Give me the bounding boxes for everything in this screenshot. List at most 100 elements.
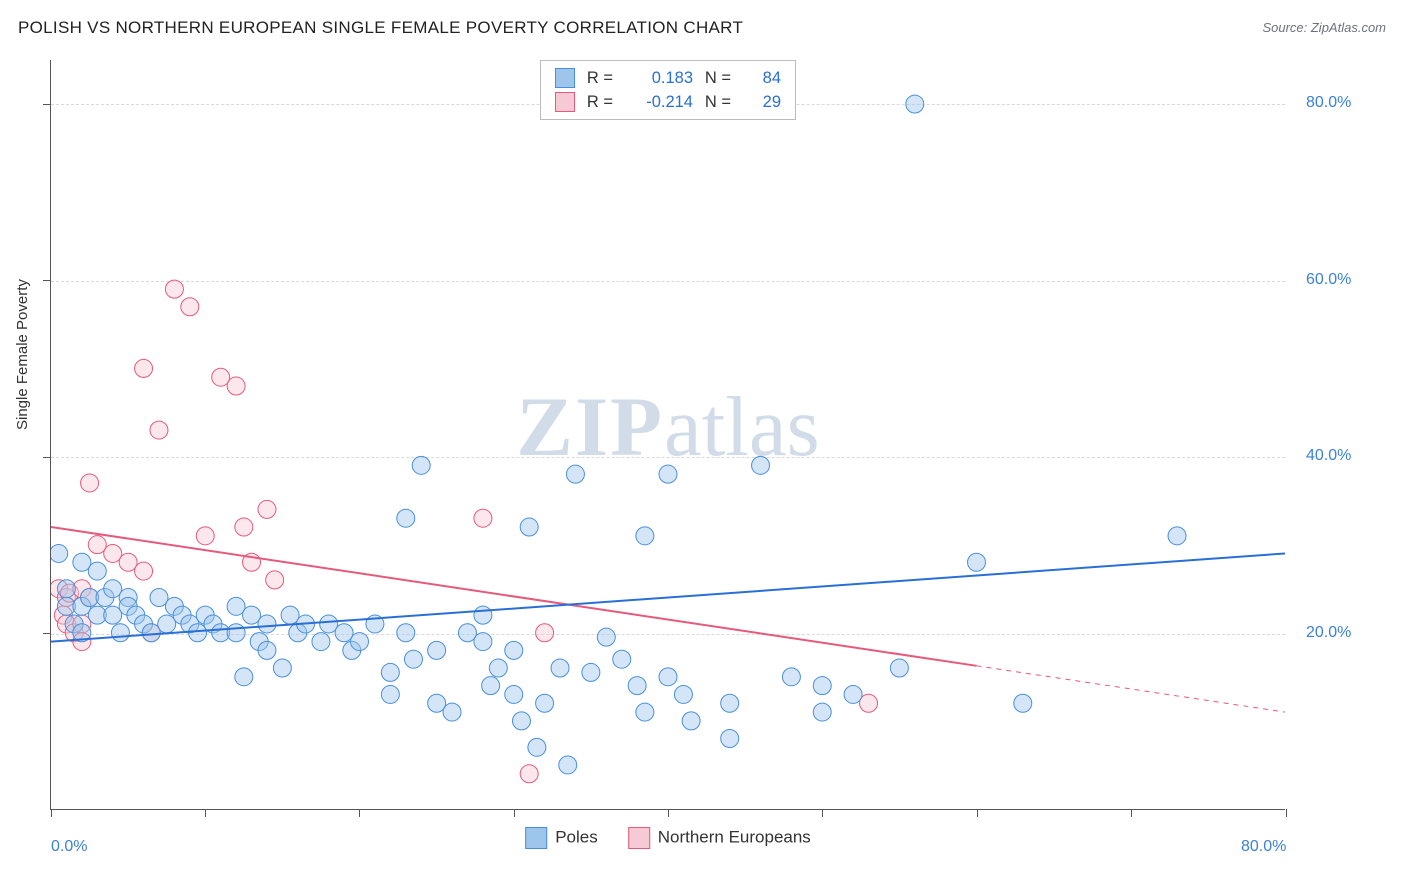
y-tick <box>43 457 51 458</box>
scatter-point-blue <box>258 615 276 633</box>
scatter-point-pink <box>258 500 276 518</box>
x-tick <box>359 809 360 817</box>
source-attribution: Source: ZipAtlas.com <box>1262 20 1386 35</box>
x-tick <box>1131 809 1132 817</box>
scatter-point-blue <box>613 650 631 668</box>
legend-label: Poles <box>555 827 598 846</box>
scatter-point-blue <box>482 677 500 695</box>
scatter-point-blue <box>351 633 369 651</box>
scatter-point-blue <box>636 527 654 545</box>
legend-n-value: 84 <box>741 69 781 88</box>
scatter-point-blue <box>428 641 446 659</box>
legend-n-value: 29 <box>741 93 781 112</box>
legend-swatch <box>555 68 575 88</box>
scatter-point-pink <box>266 571 284 589</box>
scatter-point-blue <box>566 465 584 483</box>
y-tick <box>43 104 51 105</box>
scatter-point-pink <box>135 562 153 580</box>
scatter-point-blue <box>474 633 492 651</box>
scatter-point-blue <box>659 668 677 686</box>
scatter-point-pink <box>181 298 199 316</box>
x-tick-label: 0.0% <box>51 838 87 856</box>
legend-r-label: R = <box>585 93 613 112</box>
scatter-point-blue <box>505 641 523 659</box>
x-tick <box>514 809 515 817</box>
legend-swatch <box>628 827 650 849</box>
scatter-point-blue <box>682 712 700 730</box>
legend-n-label: N = <box>703 69 731 88</box>
scatter-point-blue <box>520 518 538 536</box>
scatter-point-blue <box>559 756 577 774</box>
legend-swatch <box>525 827 547 849</box>
y-tick <box>43 633 51 634</box>
scatter-point-blue <box>474 606 492 624</box>
legend-n-label: N = <box>703 93 731 112</box>
scatter-point-blue <box>721 730 739 748</box>
x-tick <box>822 809 823 817</box>
scatter-point-blue <box>88 562 106 580</box>
y-tick-label: 60.0% <box>1306 271 1351 289</box>
scatter-point-pink <box>135 359 153 377</box>
scatter-point-pink <box>165 280 183 298</box>
scatter-point-blue <box>782 668 800 686</box>
legend-correlation: R = 0.183 N = 84 R = -0.214 N = 29 <box>540 60 796 120</box>
x-tick <box>205 809 206 817</box>
scatter-point-blue <box>752 456 770 474</box>
scatter-point-blue <box>636 703 654 721</box>
scatter-point-blue <box>312 633 330 651</box>
scatter-point-blue <box>906 95 924 113</box>
scatter-point-blue <box>528 738 546 756</box>
scatter-point-blue <box>1168 527 1186 545</box>
chart-svg <box>51 60 1285 809</box>
scatter-point-blue <box>674 685 692 703</box>
scatter-point-pink <box>227 377 245 395</box>
scatter-point-pink <box>81 474 99 492</box>
legend-series: Poles Northern Europeans <box>525 827 811 849</box>
scatter-point-blue <box>536 694 554 712</box>
scatter-point-blue <box>551 659 569 677</box>
scatter-point-blue <box>489 659 507 677</box>
scatter-point-blue <box>505 685 523 703</box>
scatter-point-blue <box>628 677 646 695</box>
scatter-point-blue <box>111 624 129 642</box>
x-tick-label: 80.0% <box>1241 838 1286 856</box>
scatter-point-blue <box>968 553 986 571</box>
x-tick <box>1286 809 1287 817</box>
scatter-point-blue <box>273 659 291 677</box>
scatter-point-blue <box>1014 694 1032 712</box>
scatter-point-pink <box>474 509 492 527</box>
legend-r-value: -0.214 <box>623 93 693 112</box>
legend-item: Northern Europeans <box>628 827 811 849</box>
y-axis-label: Single Female Poverty <box>14 279 31 430</box>
scatter-point-pink <box>536 624 554 642</box>
scatter-point-blue <box>404 650 422 668</box>
legend-label: Northern Europeans <box>658 827 811 846</box>
scatter-point-blue <box>258 641 276 659</box>
scatter-point-blue <box>381 685 399 703</box>
scatter-point-blue <box>512 712 530 730</box>
scatter-point-blue <box>659 465 677 483</box>
legend-row: R = -0.214 N = 29 <box>555 90 781 114</box>
scatter-point-pink <box>520 765 538 783</box>
y-tick-label: 20.0% <box>1306 624 1351 642</box>
scatter-point-blue <box>582 663 600 681</box>
y-tick-label: 80.0% <box>1306 94 1351 112</box>
scatter-point-pink <box>196 527 214 545</box>
x-tick <box>51 809 52 817</box>
scatter-point-blue <box>412 456 430 474</box>
scatter-point-blue <box>813 677 831 695</box>
legend-r-label: R = <box>585 69 613 88</box>
y-tick <box>43 280 51 281</box>
scatter-point-blue <box>57 580 75 598</box>
scatter-point-pink <box>150 421 168 439</box>
legend-row: R = 0.183 N = 84 <box>555 66 781 90</box>
x-tick <box>668 809 669 817</box>
chart-title: POLISH VS NORTHERN EUROPEAN SINGLE FEMAL… <box>18 18 743 38</box>
scatter-point-pink <box>235 518 253 536</box>
scatter-point-blue <box>381 663 399 681</box>
scatter-point-blue <box>235 668 253 686</box>
scatter-point-blue <box>813 703 831 721</box>
legend-r-value: 0.183 <box>623 69 693 88</box>
scatter-point-blue <box>890 659 908 677</box>
scatter-point-blue <box>597 628 615 646</box>
